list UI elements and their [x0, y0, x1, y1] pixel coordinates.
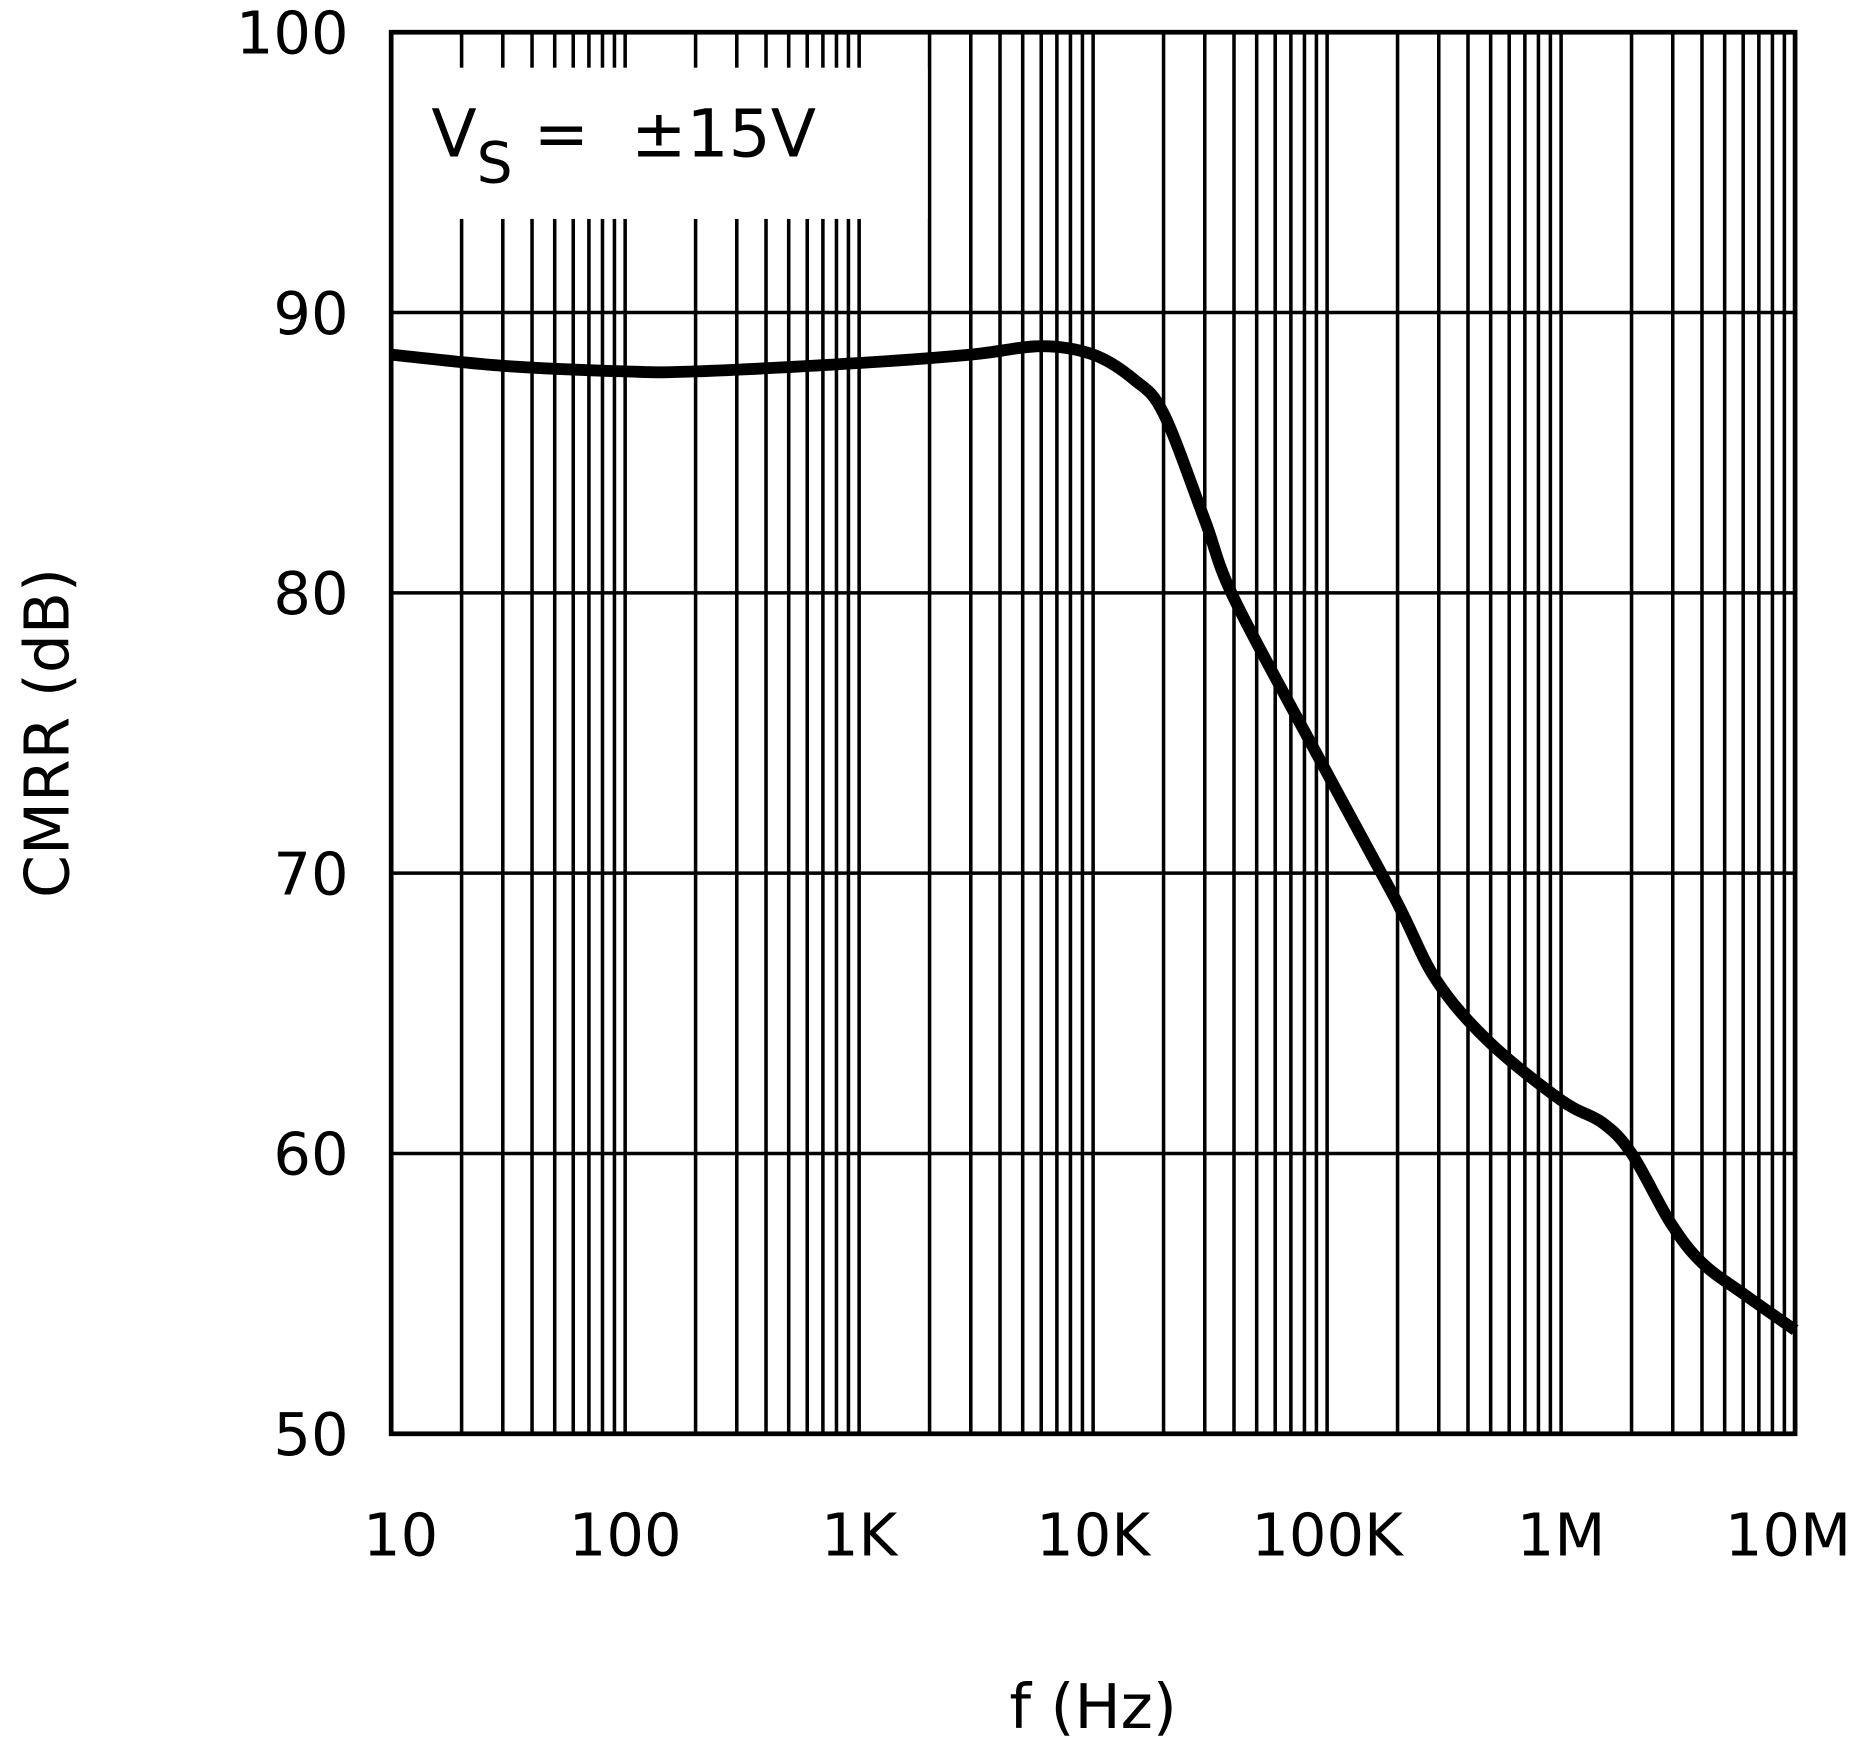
plot-frame [388, 29, 1798, 1437]
x-tick-label: 100 [569, 1501, 682, 1570]
cmrr-curve [390, 340, 1799, 1335]
x-tick-label: 10 [363, 1501, 438, 1570]
y-tick-label: 70 [273, 839, 348, 908]
x-tick-label: 100K [1251, 1501, 1404, 1570]
y-tick-label: 50 [273, 1400, 348, 1469]
y-tick-label: 80 [273, 559, 348, 628]
grid [389, 30, 1796, 1436]
x-axis-label: f (Hz) [1009, 1672, 1177, 1743]
y-tick-label: 60 [273, 1120, 348, 1189]
x-tick-label: 1K [821, 1501, 899, 1570]
y-tick-label: 100 [236, 0, 349, 67]
annotation-background [407, 67, 928, 219]
y-axis-label: CMRR (dB) [13, 568, 84, 898]
annotation-vs: VS = ±15V [431, 95, 816, 196]
x-tick-label: 10M [1725, 1501, 1851, 1570]
x-tick-label: 10K [1036, 1501, 1151, 1570]
y-tick-label: 90 [273, 279, 348, 348]
x-tick-label: 1M [1517, 1501, 1606, 1570]
